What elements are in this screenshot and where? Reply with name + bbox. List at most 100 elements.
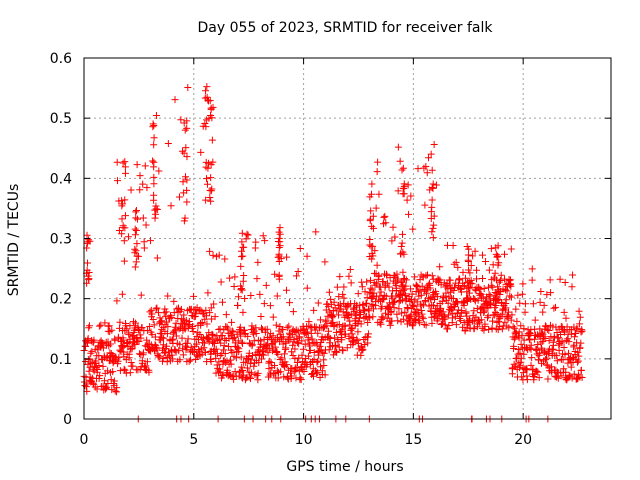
data-point — [267, 359, 275, 367]
data-point — [466, 284, 474, 292]
data-point — [502, 296, 510, 304]
data-point — [390, 304, 398, 312]
data-point — [229, 328, 237, 336]
data-point — [320, 361, 328, 369]
data-point — [118, 290, 126, 298]
data-point — [376, 319, 384, 327]
data-point — [471, 295, 479, 303]
data-point — [507, 245, 515, 253]
data-point — [298, 351, 306, 359]
data-point — [430, 221, 438, 229]
data-point — [312, 228, 320, 236]
data-point — [395, 305, 403, 313]
data-point — [508, 370, 516, 378]
data-point — [237, 353, 245, 361]
data-point — [361, 341, 369, 349]
data-point — [462, 274, 470, 282]
data-point — [243, 230, 251, 238]
data-point — [120, 365, 128, 373]
data-point — [465, 277, 473, 285]
data-point — [321, 371, 329, 379]
data-point — [221, 350, 229, 358]
data-point — [333, 348, 341, 356]
data-point — [137, 291, 145, 299]
data-point — [227, 360, 235, 368]
data-point — [189, 328, 197, 336]
data-point — [464, 256, 472, 264]
data-point — [402, 276, 410, 284]
data-point — [159, 341, 167, 349]
data-point — [299, 345, 307, 353]
data-point — [480, 284, 488, 292]
data-point — [431, 295, 439, 303]
data-point — [464, 284, 472, 292]
data-point — [263, 325, 271, 333]
data-point — [201, 315, 209, 323]
data-point — [477, 316, 485, 324]
data-point — [286, 299, 294, 307]
data-point — [296, 244, 304, 252]
data-point — [530, 335, 538, 343]
data-point — [373, 261, 381, 269]
data-point — [553, 373, 561, 381]
data-point — [516, 349, 524, 357]
data-point — [504, 314, 512, 322]
data-point — [354, 290, 362, 298]
data-point — [167, 202, 175, 210]
data-point — [143, 184, 151, 192]
data-point — [304, 352, 312, 360]
data-point — [540, 333, 548, 341]
data-point — [411, 273, 419, 281]
data-point — [140, 244, 148, 252]
data-point — [338, 326, 346, 334]
data-point — [298, 337, 306, 345]
data-point — [119, 224, 127, 232]
data-point — [409, 301, 417, 309]
data-point — [437, 304, 445, 312]
data-point — [358, 345, 366, 353]
data-point — [285, 322, 293, 330]
data-point — [215, 369, 223, 377]
data-point — [156, 353, 164, 361]
data-point — [495, 278, 503, 286]
data-point — [180, 149, 188, 157]
data-point — [121, 163, 129, 171]
data-point — [235, 345, 243, 353]
data-point — [424, 154, 432, 162]
data-point — [439, 308, 447, 316]
data-point — [521, 308, 529, 316]
data-point — [83, 231, 91, 239]
data-point — [81, 382, 89, 390]
data-point — [126, 369, 134, 377]
data-point — [149, 157, 157, 165]
data-point — [216, 325, 224, 333]
data-point — [87, 349, 95, 357]
data-point — [228, 327, 236, 335]
data-point — [560, 308, 568, 316]
data-point — [207, 304, 215, 312]
data-point — [192, 356, 200, 364]
data-point — [317, 363, 325, 371]
data-point — [393, 310, 401, 318]
data-point — [150, 141, 158, 149]
data-point — [340, 294, 348, 302]
data-point — [354, 328, 362, 336]
data-point — [366, 314, 374, 322]
data-point — [574, 348, 582, 356]
data-point — [381, 212, 389, 220]
data-point — [346, 266, 354, 274]
data-point — [368, 286, 376, 294]
data-point — [122, 369, 130, 377]
data-point — [92, 357, 100, 365]
data-point — [391, 297, 399, 305]
data-point — [366, 217, 374, 225]
data-point — [345, 272, 353, 280]
data-point — [574, 325, 582, 333]
data-point — [475, 284, 483, 292]
data-point — [321, 258, 329, 266]
data-point — [478, 251, 486, 259]
y-tick-label: 0.5 — [50, 111, 72, 127]
data-point — [239, 243, 247, 251]
data-point — [204, 289, 212, 297]
data-point — [143, 358, 151, 366]
